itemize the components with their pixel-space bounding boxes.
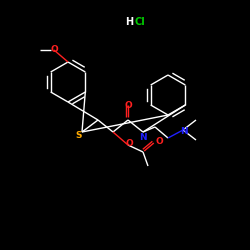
Text: N: N — [180, 126, 188, 136]
Text: S: S — [76, 132, 82, 140]
Text: O: O — [50, 44, 58, 54]
Text: Cl: Cl — [134, 17, 145, 27]
Text: H: H — [125, 17, 133, 27]
Text: O: O — [155, 138, 163, 146]
Text: O: O — [125, 138, 133, 147]
Text: O: O — [124, 100, 132, 110]
Text: N: N — [139, 132, 147, 141]
